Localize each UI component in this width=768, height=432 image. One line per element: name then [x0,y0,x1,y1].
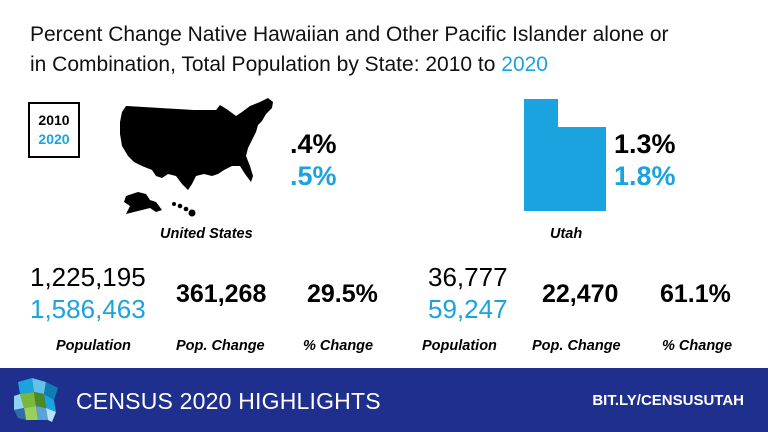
title-line-2: in Combination, Total Population by Stat… [30,50,750,80]
utah-population-label: Population [422,338,497,354]
us-map-caption: United States [160,226,253,242]
us-pct-change: 29.5% [307,280,378,308]
hawaii-shape [172,202,196,217]
legend-year-2020: 2020 [38,131,70,147]
utah-map [524,99,606,211]
us-population-2010: 1,225,195 [30,262,146,292]
census-mosaic-logo-icon [14,378,58,422]
footer-title: CENSUS 2020 HIGHLIGHTS [76,388,381,414]
us-pop-change-label: Pop. Change [176,338,265,354]
page-title: Percent Change Native Hawaiian and Other… [30,20,750,80]
us-population-2020: 1,586,463 [30,294,146,324]
us-pct-2020: .5% [290,161,337,191]
utah-pct-2010: 1.3% [614,129,676,159]
us-pct-2010: .4% [290,129,337,159]
title-year-highlight: 2020 [501,53,548,76]
utah-pop-change: 22,470 [542,280,619,308]
utah-shape [524,99,606,211]
year-legend: 2010 2020 [28,102,80,158]
alaska-shape [124,192,162,214]
title-line-1: Percent Change Native Hawaiian and Other… [30,23,669,46]
legend-year-2010: 2010 [38,112,70,128]
us-population-label: Population [56,338,131,354]
utah-pct-change-label: % Change [662,338,733,354]
utah-pct-2020: 1.8% [614,161,676,191]
us-pop-change: 361,268 [176,280,267,308]
title-line-2-text: in Combination, Total Population by Stat… [30,53,502,76]
us-mainland-shape [120,98,273,190]
united-states-map [120,98,273,217]
utah-population-2020: 59,247 [428,294,508,324]
utah-population-2010: 36,777 [428,262,508,292]
utah-map-caption: Utah [550,226,583,242]
utah-pop-change-label: Pop. Change [532,338,621,354]
footer-link[interactable]: BIT.LY/CENSUSUTAH [592,392,744,409]
utah-pct-change: 61.1% [660,280,731,308]
footer-bar: CENSUS 2020 HIGHLIGHTS BIT.LY/CENSUSUTAH [0,368,768,432]
us-pct-change-label: % Change [303,338,374,354]
